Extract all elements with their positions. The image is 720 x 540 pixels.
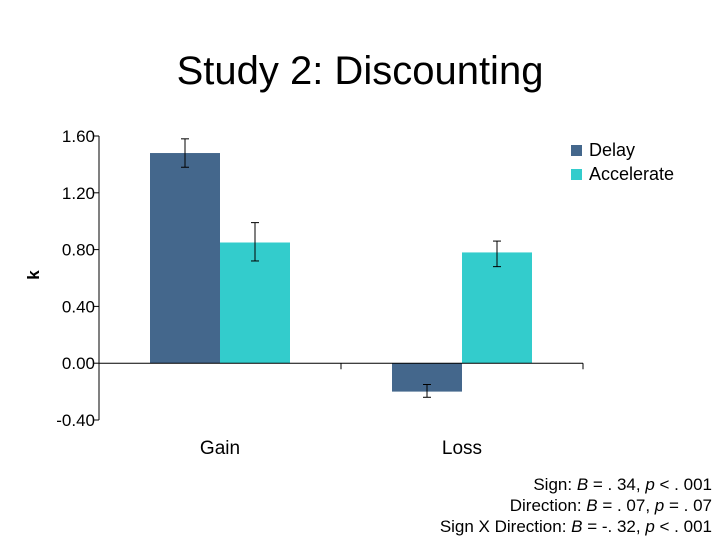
x-category-label-loss: Loss [442,438,482,459]
legend-label-delay: Delay [589,140,635,160]
legend: Delay Accelerate [571,140,674,184]
error-bar-accelerate-loss [493,240,501,268]
stat-text: = -. 32, [583,517,646,536]
stat-text: Sign: [533,475,576,494]
chart-title: Study 2: Discounting [177,49,544,93]
y-tick-label: 1.60 [62,127,95,146]
stat-line: Sign: B = . 34, p < . 001 [533,475,712,494]
plot-area: -0.40 0.00 0.40 0.80 1.20 1.60 Gain Loss [56,127,584,459]
stat-text: = . 07, [598,496,655,515]
y-tick-label: 0.80 [62,241,95,260]
stat-text: = . 07 [664,496,712,515]
stat-line: Sign X Direction: B = -. 32, p < . 001 [440,517,712,536]
x-category-label-gain: Gain [200,438,240,459]
stat-text: < . 001 [655,517,712,536]
legend-label-accelerate: Accelerate [589,164,674,184]
stat-symbol: B [577,475,588,494]
y-tick-label: -0.40 [56,411,95,430]
stats-annotation: Sign: B = . 34, p < . 001 Direction: B = … [440,475,712,536]
error-bar-delay-gain [181,138,189,168]
stat-symbol: p [654,496,664,515]
stat-text: Direction: [510,496,587,515]
stat-symbol: B [586,496,597,515]
error-bar-delay-loss [423,384,431,398]
stat-symbol: B [571,517,582,536]
legend-swatch-accelerate [571,169,582,180]
bar-accelerate-loss [462,252,532,364]
error-bar-accelerate-gain [251,222,259,262]
y-tick-label: 0.40 [62,297,95,316]
legend-swatch-delay [571,145,582,156]
stat-text: = . 34, [588,475,645,494]
stat-symbol: p [644,475,654,494]
bar-delay-gain [150,153,220,364]
stat-text: < . 001 [655,475,712,494]
y-tick-label: 0.00 [62,354,95,373]
stat-text: Sign X Direction: [440,517,571,536]
stat-symbol: p [644,517,654,536]
stat-line: Direction: B = . 07, p = . 07 [510,496,712,515]
bar-accelerate-gain [220,242,290,364]
y-tick-label: 1.20 [62,184,95,203]
y-axis-label: k [24,270,43,280]
